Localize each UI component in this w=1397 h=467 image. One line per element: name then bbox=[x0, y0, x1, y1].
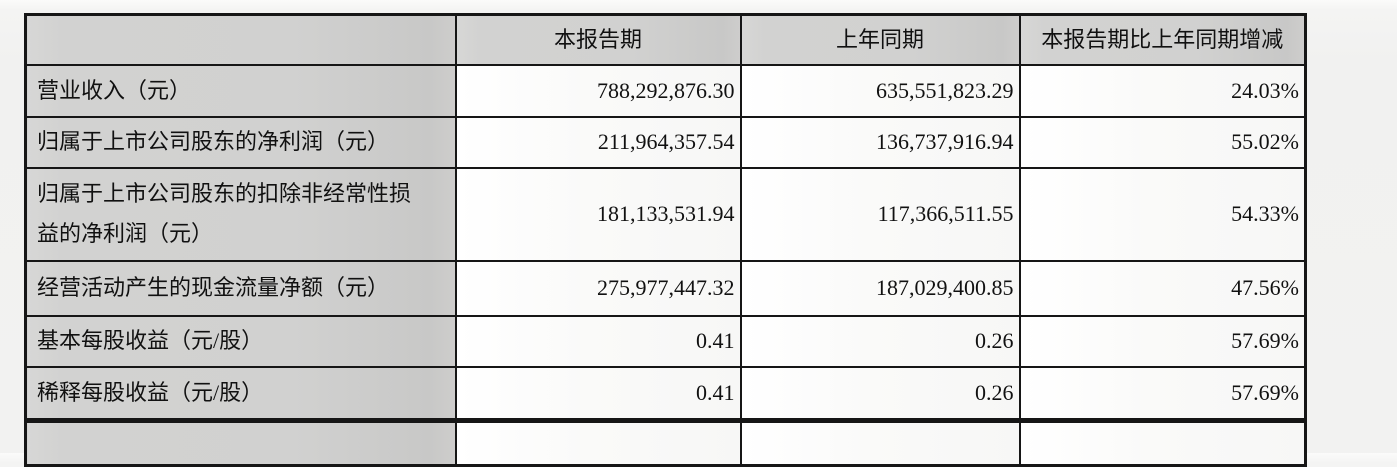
prior-period-value-cell: 117,366,511.55 bbox=[739, 166, 1021, 262]
current-period-value-cell: 275,977,447.32 bbox=[454, 259, 742, 317]
header-change-cell: 本报告期比上年同期增减 bbox=[1018, 13, 1307, 66]
table-header-row: 本报告期 上年同期 本报告期比上年同期增减 bbox=[24, 13, 1307, 66]
table-row-operating-revenue: 营业收入（元） 788,292,876.30 635,551,823.29 24… bbox=[24, 63, 1307, 118]
header-current-period-cell: 本报告期 bbox=[454, 13, 742, 66]
prior-period-value-cell bbox=[739, 419, 1021, 467]
table-row-diluted-eps: 稀释每股收益（元/股） 0.41 0.26 57.69% bbox=[24, 365, 1307, 423]
table-row-net-profit-excl-nonrecurring: 归属于上市公司股东的扣除非经常性损益的净利润（元） 181,133,531.94… bbox=[24, 166, 1307, 262]
table-row-basic-eps: 基本每股收益（元/股） 0.41 0.26 57.69% bbox=[24, 314, 1307, 368]
current-period-value-cell: 788,292,876.30 bbox=[454, 63, 742, 118]
change-value-cell: 55.02% bbox=[1018, 115, 1307, 169]
header-prior-period-cell: 上年同期 bbox=[739, 13, 1021, 66]
prior-period-value-cell: 187,029,400.85 bbox=[739, 259, 1021, 317]
header-indicator-cell bbox=[24, 13, 457, 66]
row-label-cell: 归属于上市公司股东的扣除非经常性损益的净利润（元） bbox=[24, 166, 457, 262]
change-value-cell: 57.69% bbox=[1018, 365, 1307, 423]
prior-period-value-cell: 635,551,823.29 bbox=[739, 63, 1021, 118]
row-label-cell: 营业收入（元） bbox=[24, 63, 457, 118]
row-label-cell: 归属于上市公司股东的净利润（元） bbox=[24, 115, 457, 169]
change-value-cell: 47.56% bbox=[1018, 259, 1307, 317]
row-label-cell: 稀释每股收益（元/股） bbox=[24, 365, 457, 423]
current-period-value-cell bbox=[454, 419, 742, 467]
current-period-value-cell: 0.41 bbox=[454, 314, 742, 368]
change-value-cell: 54.33% bbox=[1018, 166, 1307, 262]
change-value-cell: 57.69% bbox=[1018, 314, 1307, 368]
prior-period-value-cell: 0.26 bbox=[739, 365, 1021, 423]
prior-period-value-cell: 0.26 bbox=[739, 314, 1021, 368]
row-label-cell: 基本每股收益（元/股） bbox=[24, 314, 457, 368]
prior-period-value-cell: 136,737,916.94 bbox=[739, 115, 1021, 169]
table-row-partial-clipped bbox=[24, 419, 1307, 467]
financial-summary-table: 本报告期 上年同期 本报告期比上年同期增减 营业收入（元） 788,292,87… bbox=[24, 13, 1307, 467]
change-value-cell: 24.03% bbox=[1018, 63, 1307, 118]
table-row-operating-cash-flow: 经营活动产生的现金流量净额（元） 275,977,447.32 187,029,… bbox=[24, 259, 1307, 317]
row-label-cell bbox=[24, 419, 457, 467]
scanned-report-page: { "table": { "headers": { "indicator": "… bbox=[0, 13, 1397, 467]
current-period-value-cell: 181,133,531.94 bbox=[454, 166, 742, 262]
current-period-value-cell: 0.41 bbox=[454, 365, 742, 423]
table-row-net-profit: 归属于上市公司股东的净利润（元） 211,964,357.54 136,737,… bbox=[24, 115, 1307, 169]
current-period-value-cell: 211,964,357.54 bbox=[454, 115, 742, 169]
change-value-cell bbox=[1018, 419, 1307, 467]
row-label-cell: 经营活动产生的现金流量净额（元） bbox=[24, 259, 457, 317]
